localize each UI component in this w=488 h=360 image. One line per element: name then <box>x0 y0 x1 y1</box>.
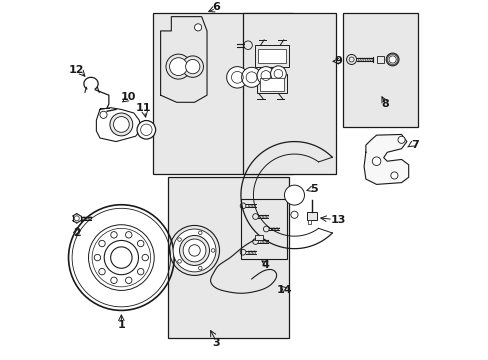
Circle shape <box>346 54 356 64</box>
Circle shape <box>179 235 209 265</box>
Bar <box>167 177 288 338</box>
Circle shape <box>110 277 117 284</box>
Circle shape <box>183 239 205 262</box>
Text: 12: 12 <box>69 65 84 75</box>
Text: 4: 4 <box>262 260 269 270</box>
Circle shape <box>241 67 261 87</box>
Text: 3: 3 <box>212 338 219 347</box>
Circle shape <box>137 121 155 139</box>
Circle shape <box>169 225 219 275</box>
Circle shape <box>182 56 203 77</box>
Circle shape <box>141 124 152 135</box>
Circle shape <box>257 67 274 85</box>
Circle shape <box>125 277 132 284</box>
Circle shape <box>110 247 132 268</box>
Circle shape <box>125 231 132 238</box>
Bar <box>255 45 288 67</box>
Bar <box>257 74 287 93</box>
Text: 2: 2 <box>73 228 81 238</box>
Circle shape <box>290 211 297 218</box>
Text: 11: 11 <box>136 103 151 113</box>
Bar <box>342 13 417 127</box>
Circle shape <box>94 255 101 261</box>
Circle shape <box>169 58 187 76</box>
Circle shape <box>371 157 380 166</box>
Text: 14: 14 <box>277 285 292 295</box>
Circle shape <box>177 238 181 241</box>
Circle shape <box>397 136 404 143</box>
Bar <box>259 78 284 90</box>
Bar <box>255 235 263 240</box>
Circle shape <box>173 229 216 272</box>
Circle shape <box>142 255 148 261</box>
Circle shape <box>185 59 200 74</box>
Bar <box>376 56 383 63</box>
Polygon shape <box>364 134 408 184</box>
Circle shape <box>270 66 285 82</box>
Bar <box>153 13 292 174</box>
Circle shape <box>198 266 202 270</box>
Circle shape <box>386 53 398 66</box>
Text: 9: 9 <box>333 56 341 66</box>
Circle shape <box>284 185 304 205</box>
Bar <box>242 13 335 174</box>
Circle shape <box>99 240 105 247</box>
Circle shape <box>137 269 143 275</box>
Bar <box>241 199 287 259</box>
Bar <box>258 49 285 63</box>
Circle shape <box>177 260 181 263</box>
Circle shape <box>388 56 395 63</box>
Circle shape <box>165 54 191 79</box>
Text: 10: 10 <box>121 92 136 102</box>
Bar <box>306 212 316 220</box>
Text: 7: 7 <box>410 140 418 150</box>
Circle shape <box>110 113 133 136</box>
Text: 13: 13 <box>330 215 345 225</box>
Circle shape <box>110 231 117 238</box>
Circle shape <box>198 231 202 235</box>
Circle shape <box>113 117 129 132</box>
Circle shape <box>99 269 105 275</box>
Circle shape <box>137 240 143 247</box>
Text: 1: 1 <box>117 320 125 330</box>
Text: 5: 5 <box>310 184 317 194</box>
Circle shape <box>226 67 247 88</box>
Circle shape <box>194 24 201 31</box>
Text: 6: 6 <box>212 2 220 12</box>
Bar <box>307 220 310 224</box>
Circle shape <box>390 172 397 179</box>
Text: 8: 8 <box>380 99 388 109</box>
Circle shape <box>211 249 214 252</box>
